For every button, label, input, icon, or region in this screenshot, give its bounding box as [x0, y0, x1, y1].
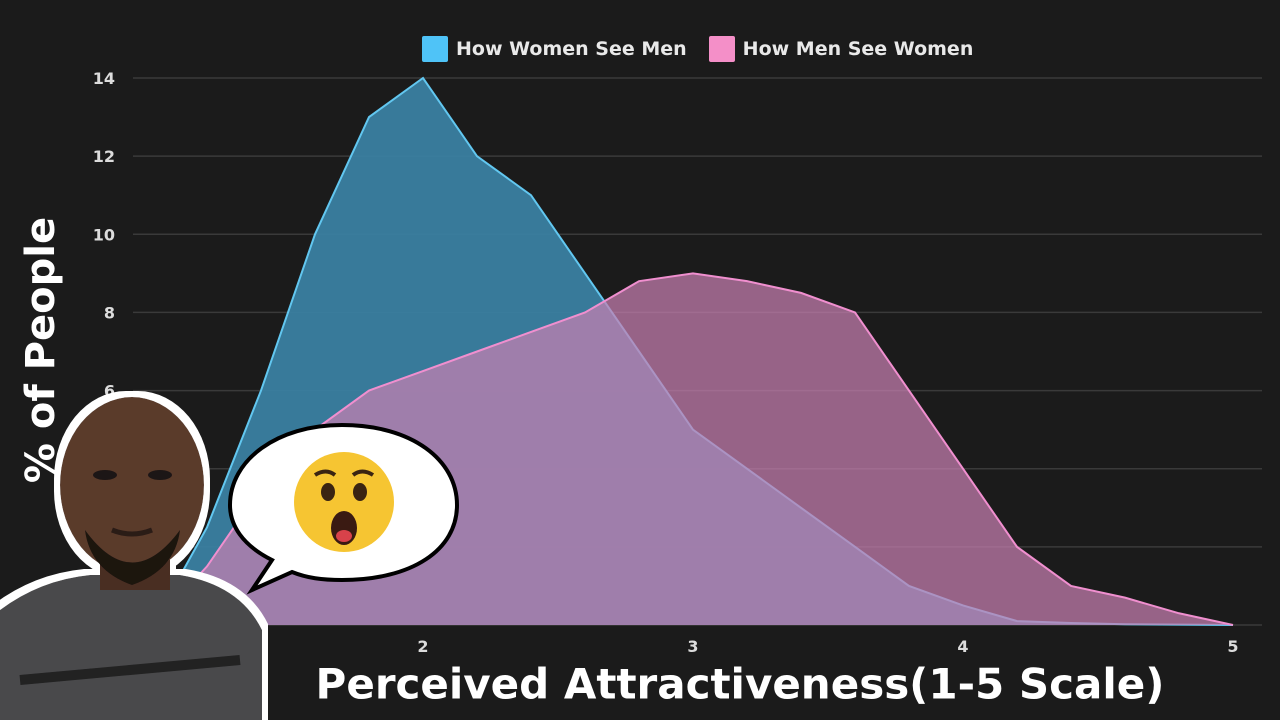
legend-item-women-see-men: How Women See Men	[422, 36, 687, 62]
y-tick-label: 8	[104, 303, 115, 322]
area-men-see-women-line	[152, 272, 1234, 626]
legend-item-men-see-women: How Men See Women	[708, 36, 974, 62]
legend-label-women-see-men: How Women See Men	[456, 38, 687, 60]
x-tick-label: 4	[957, 637, 968, 656]
y-tick-label: 14	[93, 69, 115, 88]
y-tick-labels: 14 12 10 8 6	[93, 69, 115, 401]
legend-label-men-see-women: How Men See Women	[742, 38, 974, 60]
y-tick-label: 12	[93, 147, 115, 166]
x-tick-labels: 2 3 4 5	[417, 637, 1238, 656]
man-photo-cutout	[0, 397, 262, 720]
legend-swatch-blue	[422, 36, 448, 62]
legend: How Women See Men How Men See Women	[422, 36, 973, 62]
legend-swatch-pink	[708, 36, 735, 62]
y-tick-label: 6	[104, 382, 115, 401]
surprised-face-emoji	[294, 452, 394, 552]
x-tick-label: 2	[417, 637, 428, 656]
x-tick-label: 5	[1227, 637, 1238, 656]
speech-bubble	[227, 422, 460, 595]
x-axis-label: Perceived Attractiveness(1-5 Scale)	[315, 659, 1165, 709]
x-tick-label: 3	[687, 637, 698, 656]
y-tick-label: 10	[93, 225, 115, 244]
